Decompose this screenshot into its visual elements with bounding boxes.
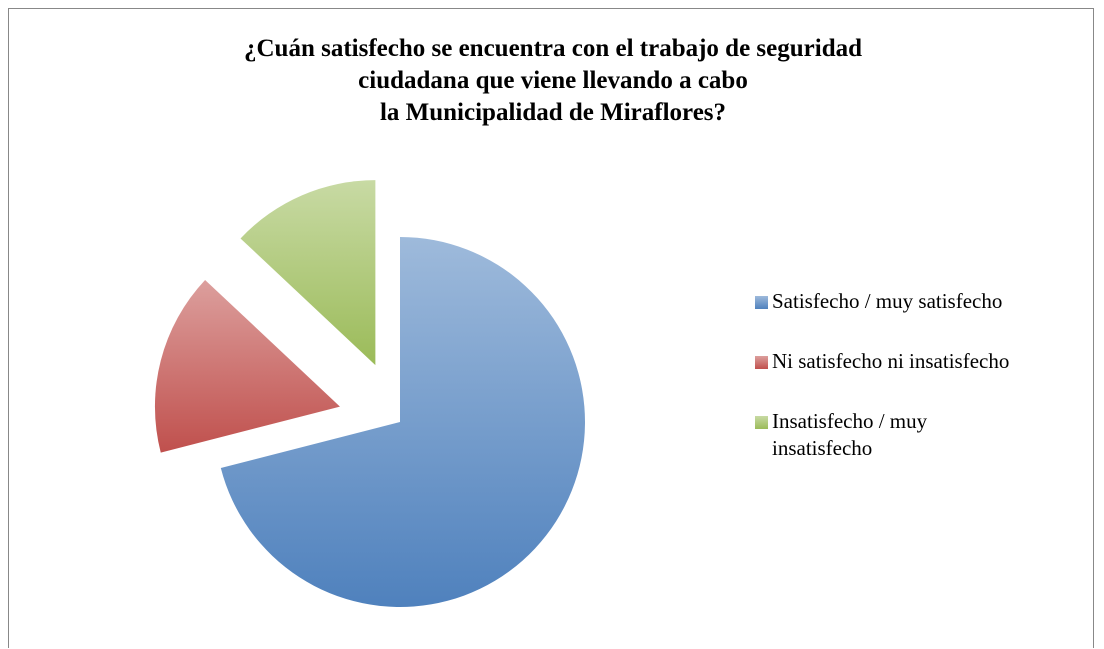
legend-item: Satisfecho / muy satisfecho [752, 288, 1104, 315]
legend-label: Ni satisfecho ni insatisfecho [772, 349, 1010, 373]
legend-swatch [755, 296, 768, 309]
chart-title: ¿Cuán satisfecho se encuentra con el tra… [244, 35, 862, 62]
legend: Satisfecho / muy satisfecho Ni satisfecho… [752, 288, 1092, 495]
pie-slice [220, 237, 585, 607]
legend-swatch [755, 356, 768, 369]
legend-label: Satisfecho / muy satisfecho [772, 289, 1003, 313]
legend-label: Insatisfecho / muy insatisfecho [772, 409, 928, 460]
legend-item: Ni satisfecho ni insatisfecho [752, 348, 1104, 375]
pie-slice [154, 279, 340, 453]
chart-frame [8, 8, 1094, 648]
chart-title: la Municipalidad de Miraflores? [380, 99, 726, 126]
pie-slice [240, 180, 376, 366]
chart-title: ciudadana que viene llevando a cabo [358, 67, 748, 94]
legend-item: Insatisfecho / muy insatisfecho [752, 408, 1022, 462]
legend-swatch [755, 416, 768, 429]
